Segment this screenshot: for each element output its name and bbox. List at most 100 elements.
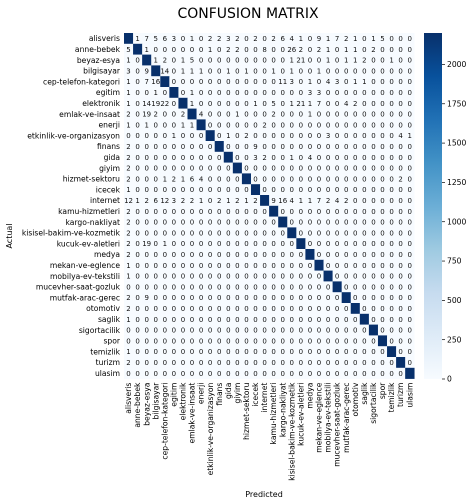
- heatmap-cell: [232, 281, 243, 293]
- heatmap-cell: [368, 54, 379, 66]
- heatmap-cell: [169, 108, 179, 120]
- cell-value-label: 0: [326, 111, 330, 119]
- cell-value-label: 0: [190, 208, 194, 216]
- heatmap-cell: [232, 249, 243, 261]
- cell-value-label: 7: [317, 100, 321, 108]
- cell-value-label: 2: [262, 154, 266, 162]
- cell-value-label: 0: [371, 359, 375, 367]
- heatmap-cell: [405, 33, 415, 45]
- heatmap-cell: [377, 87, 388, 99]
- cell-value-label: 0: [344, 165, 348, 173]
- cell-value-label: 0: [135, 57, 139, 65]
- cell-value-label: 0: [407, 143, 411, 151]
- cell-value-label: 2: [317, 46, 321, 54]
- cell-value-label: 0: [226, 337, 230, 345]
- y-tick-label: kargo-nakliyat: [66, 218, 120, 227]
- cell-value-label: 0: [371, 78, 375, 86]
- cell-value-label: 0: [362, 262, 366, 270]
- heatmap-cell: [332, 33, 342, 45]
- heatmap-cell: [223, 43, 234, 55]
- heatmap-cell: [205, 281, 215, 293]
- cell-value-label: 0: [244, 294, 248, 302]
- heatmap-cell: [133, 173, 143, 185]
- heatmap-cell: [332, 119, 342, 131]
- cell-value-label: 0: [163, 121, 167, 129]
- cell-value-label: 0: [371, 337, 375, 345]
- heatmap-cell: [305, 184, 315, 196]
- cell-value-label: 0: [326, 327, 330, 335]
- x-tick-label: mutfak-arac-gerec: [342, 383, 351, 453]
- heatmap-cell: [196, 324, 206, 336]
- cell-value-label: 0: [326, 89, 330, 97]
- heatmap-cell: [178, 292, 188, 304]
- cell-value-label: 12: [124, 197, 133, 205]
- heatmap-cell: [350, 205, 361, 217]
- cell-value-label: 0: [135, 67, 139, 75]
- y-tick-label: mutfak-arac-gerec: [50, 293, 120, 302]
- cell-value-label: 0: [308, 219, 312, 227]
- heatmap-cell: [278, 205, 288, 217]
- cell-value-label: 0: [290, 316, 294, 324]
- heatmap-cell: [377, 151, 388, 163]
- cell-value-label: 0: [371, 219, 375, 227]
- heatmap-cell: [377, 249, 388, 261]
- cell-value-label: 0: [144, 143, 148, 151]
- heatmap-cell: [142, 270, 152, 282]
- cell-value-label: 0: [135, 111, 139, 119]
- cell-value-label: 0: [135, 78, 139, 86]
- x-tick-label: beyaz-esya: [142, 383, 151, 426]
- cell-value-label: 0: [271, 305, 275, 313]
- cell-value-label: 0: [253, 67, 257, 75]
- x-tick-label: kucuk-ev-aletleri: [296, 383, 305, 446]
- heatmap-cell: [387, 324, 397, 336]
- heatmap-cell: [287, 184, 297, 196]
- heatmap-cell: [305, 335, 315, 347]
- heatmap-cell: [250, 367, 261, 379]
- heatmap-cell: [214, 259, 225, 271]
- cell-value-label: 0: [253, 337, 257, 345]
- heatmap-cell: [196, 249, 206, 261]
- cell-value-label: 6: [190, 175, 195, 183]
- cell-value-label: 0: [398, 143, 402, 151]
- cell-value-label: 0: [362, 273, 366, 281]
- heatmap-cell: [178, 33, 188, 45]
- heatmap-cell: [305, 238, 315, 250]
- cell-value-label: 16: [278, 197, 287, 205]
- heatmap-cell: [223, 195, 234, 207]
- cell-value-label: 0: [144, 370, 148, 378]
- cell-value-label: 0: [280, 165, 284, 173]
- cell-value-label: 0: [271, 251, 275, 259]
- heatmap-cell: [142, 324, 152, 336]
- heatmap-cell: [368, 324, 379, 336]
- heatmap-cell: [223, 119, 234, 131]
- heatmap-cell: [296, 227, 306, 239]
- heatmap-cell: [296, 216, 306, 228]
- cell-value-label: 0: [217, 294, 221, 302]
- cell-value-label: 0: [308, 294, 312, 302]
- heatmap-cell: [241, 270, 252, 282]
- heatmap-cell: [341, 367, 352, 379]
- heatmap-cell: [332, 205, 342, 217]
- heatmap-cell: [350, 43, 361, 55]
- heatmap-cell: [214, 173, 225, 185]
- cell-value-label: 0: [244, 78, 248, 86]
- cell-value-label: 0: [407, 262, 411, 270]
- heatmap-cell: [405, 249, 415, 261]
- cell-value-label: 2: [217, 197, 221, 205]
- cell-value-label: 0: [308, 359, 312, 367]
- cell-value-label: 0: [244, 154, 248, 162]
- heatmap-cell: [133, 151, 143, 163]
- heatmap-cell: [332, 130, 342, 142]
- cell-value-label: 0: [208, 262, 212, 270]
- heatmap-cell: [169, 76, 179, 88]
- heatmap-cell: [377, 33, 388, 45]
- heatmap-cell: [405, 259, 415, 271]
- heatmap-cell: [314, 65, 324, 77]
- heatmap-cell: [332, 43, 342, 55]
- heatmap-cell: [305, 151, 315, 163]
- cell-value-label: 2: [126, 219, 130, 227]
- cell-value-label: 0: [398, 240, 402, 248]
- cell-value-label: 0: [362, 121, 366, 129]
- cell-value-label: 0: [344, 132, 348, 140]
- cell-value-label: 0: [271, 240, 275, 248]
